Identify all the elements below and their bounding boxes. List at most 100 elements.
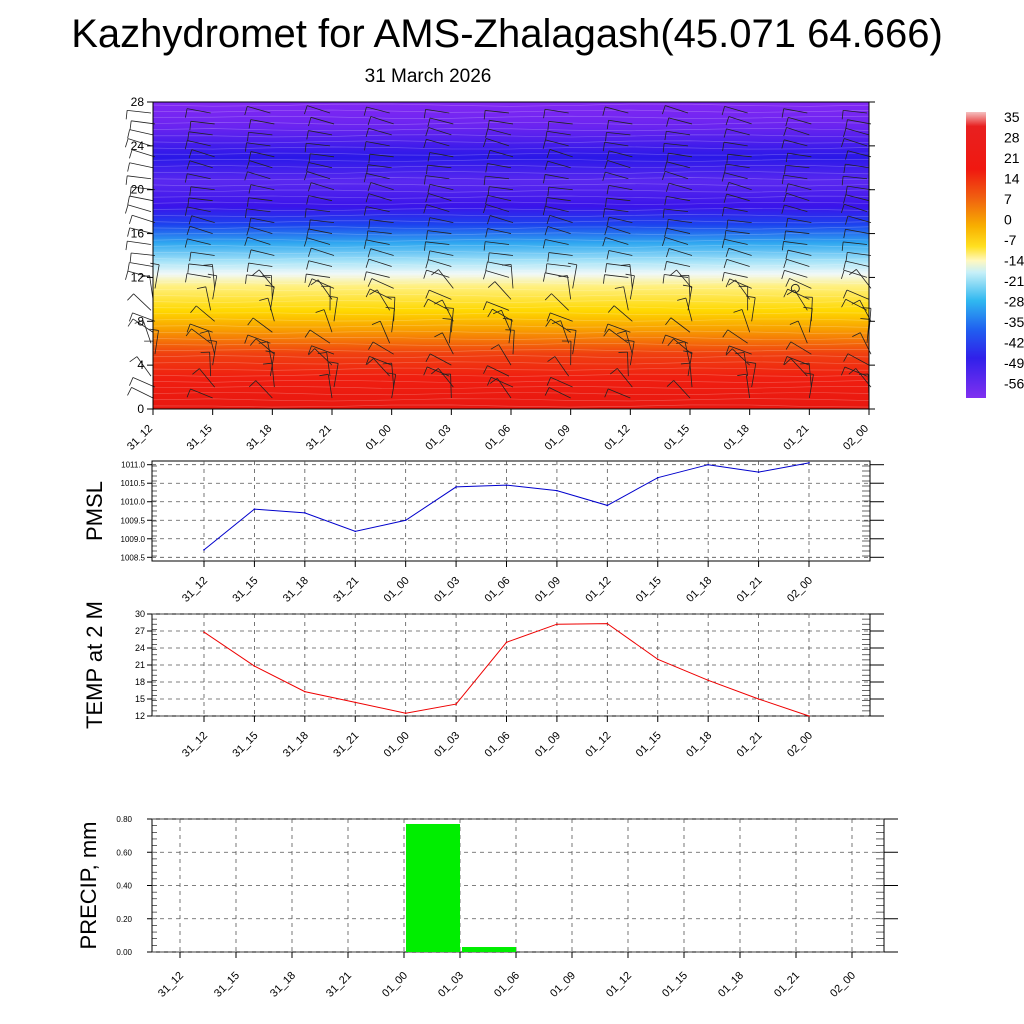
wind-barb-flag	[784, 230, 786, 240]
wind-barb-flag	[733, 309, 743, 313]
wind-barb-flag	[547, 252, 550, 262]
wind-barb	[310, 182, 335, 191]
wind-barb	[689, 363, 693, 388]
wind-barb-flag	[248, 119, 252, 129]
wind-barb	[186, 273, 211, 278]
wind-barb	[489, 215, 514, 223]
wind-barb-flag	[134, 320, 144, 324]
wind-barb	[787, 249, 812, 256]
wind-barb	[485, 175, 510, 180]
wind-barb	[132, 214, 156, 223]
wind-barb	[366, 271, 390, 278]
wind-barb	[548, 387, 571, 399]
temperature-contour	[152, 195, 870, 199]
wind-barb-flag	[189, 121, 192, 131]
panel-frame	[151, 818, 885, 953]
wind-barb	[487, 228, 512, 234]
page-title: Kazhydromet for AMS-Zhalagash(45.071 64.…	[71, 12, 943, 56]
wind-barb-flag	[487, 281, 496, 288]
wind-barb-flag	[127, 293, 134, 301]
wind-barb	[132, 318, 154, 333]
wind-barb	[605, 171, 629, 180]
wind-barb	[494, 281, 512, 300]
data-point	[253, 508, 256, 510]
y-tick-label: 30	[135, 609, 145, 619]
wind-barb-flag	[841, 241, 844, 251]
wind-barb	[133, 293, 152, 311]
wind-barb	[129, 129, 154, 136]
y-tick-label: 27	[135, 626, 145, 636]
y-tick-label: 20	[131, 183, 145, 197]
wind-barb	[549, 215, 573, 223]
wind-barb-flag	[543, 109, 546, 119]
wind-barb-flag	[784, 358, 792, 366]
wind-barb-flag	[306, 228, 309, 238]
wind-barb-flag	[606, 250, 610, 260]
wind-barb-flag	[614, 286, 624, 289]
wind-barb	[448, 319, 452, 344]
wind-barb	[486, 301, 510, 311]
wind-barb	[607, 160, 631, 169]
wind-barb-flag	[483, 241, 486, 251]
wind-barb-flag	[781, 241, 784, 251]
wind-barb	[726, 193, 750, 202]
wind-barb	[735, 279, 750, 300]
wind-barb-flag	[367, 182, 372, 192]
data-point	[757, 698, 760, 700]
x-tick-label: 01_00	[382, 575, 412, 605]
wind-barb-flag	[203, 264, 213, 266]
wind-barb	[784, 139, 808, 147]
wind-barb-flag	[726, 154, 729, 164]
wind-barb-flag	[129, 252, 132, 262]
temperature-contour	[152, 226, 870, 230]
wind-barb	[308, 228, 333, 234]
wind-barb-flag	[483, 176, 486, 186]
wind-barb	[728, 181, 752, 191]
temp-2m-panel: 12 15 18 21 24 27 30 31_12 31_15 31_18 31_21 01_00 0…	[82, 601, 884, 760]
wind-barb	[808, 363, 812, 388]
wind-barb	[785, 230, 810, 234]
wind-barb	[368, 258, 392, 267]
wind-barb	[843, 241, 868, 245]
wind-barb-flag	[259, 297, 269, 301]
wind-barb	[426, 138, 450, 147]
wind-barb-flag	[604, 160, 608, 170]
x-tick-label: 31_15	[185, 423, 215, 453]
wind-barb	[306, 208, 331, 213]
wind-barb-flag	[662, 208, 665, 219]
precip-bar	[406, 823, 460, 952]
wind-barb	[843, 269, 868, 278]
wind-barb-flag	[603, 274, 605, 284]
wind-barb-flag	[485, 261, 488, 271]
wind-barb	[731, 348, 750, 366]
wind-barb-flag	[602, 208, 605, 218]
data-point	[354, 701, 357, 704]
wind-barb	[666, 161, 691, 169]
y-tick-label: 1009.0	[121, 535, 146, 544]
wind-barb-flag	[607, 305, 615, 313]
wind-barb-flag	[845, 150, 849, 160]
wind-barb	[250, 119, 275, 125]
temperature-contour	[153, 134, 870, 138]
wind-barb-flag	[546, 215, 551, 225]
wind-barb-flag	[783, 288, 788, 298]
x-tick-label: 02_00	[785, 730, 815, 760]
wind-barb	[673, 380, 691, 399]
wind-barb	[129, 227, 154, 234]
wind-barb-flag	[843, 229, 846, 239]
wind-barb-flag	[423, 269, 427, 279]
wind-barb-flag	[602, 106, 606, 116]
wind-barb	[426, 204, 450, 213]
wind-barb-flag	[125, 204, 129, 214]
wind-barb-flag	[365, 356, 370, 365]
wind-barb	[365, 141, 390, 147]
wind-barb	[247, 171, 271, 180]
chart-date: 31 March 2026	[364, 66, 492, 87]
wind-barb-flag	[423, 109, 427, 119]
wind-barb	[372, 341, 394, 355]
wind-barb	[370, 248, 394, 256]
wind-barb	[127, 175, 152, 180]
temperature-contour	[152, 244, 870, 248]
wind-barb-flag	[308, 348, 315, 356]
wind-barb-flag	[606, 120, 610, 130]
